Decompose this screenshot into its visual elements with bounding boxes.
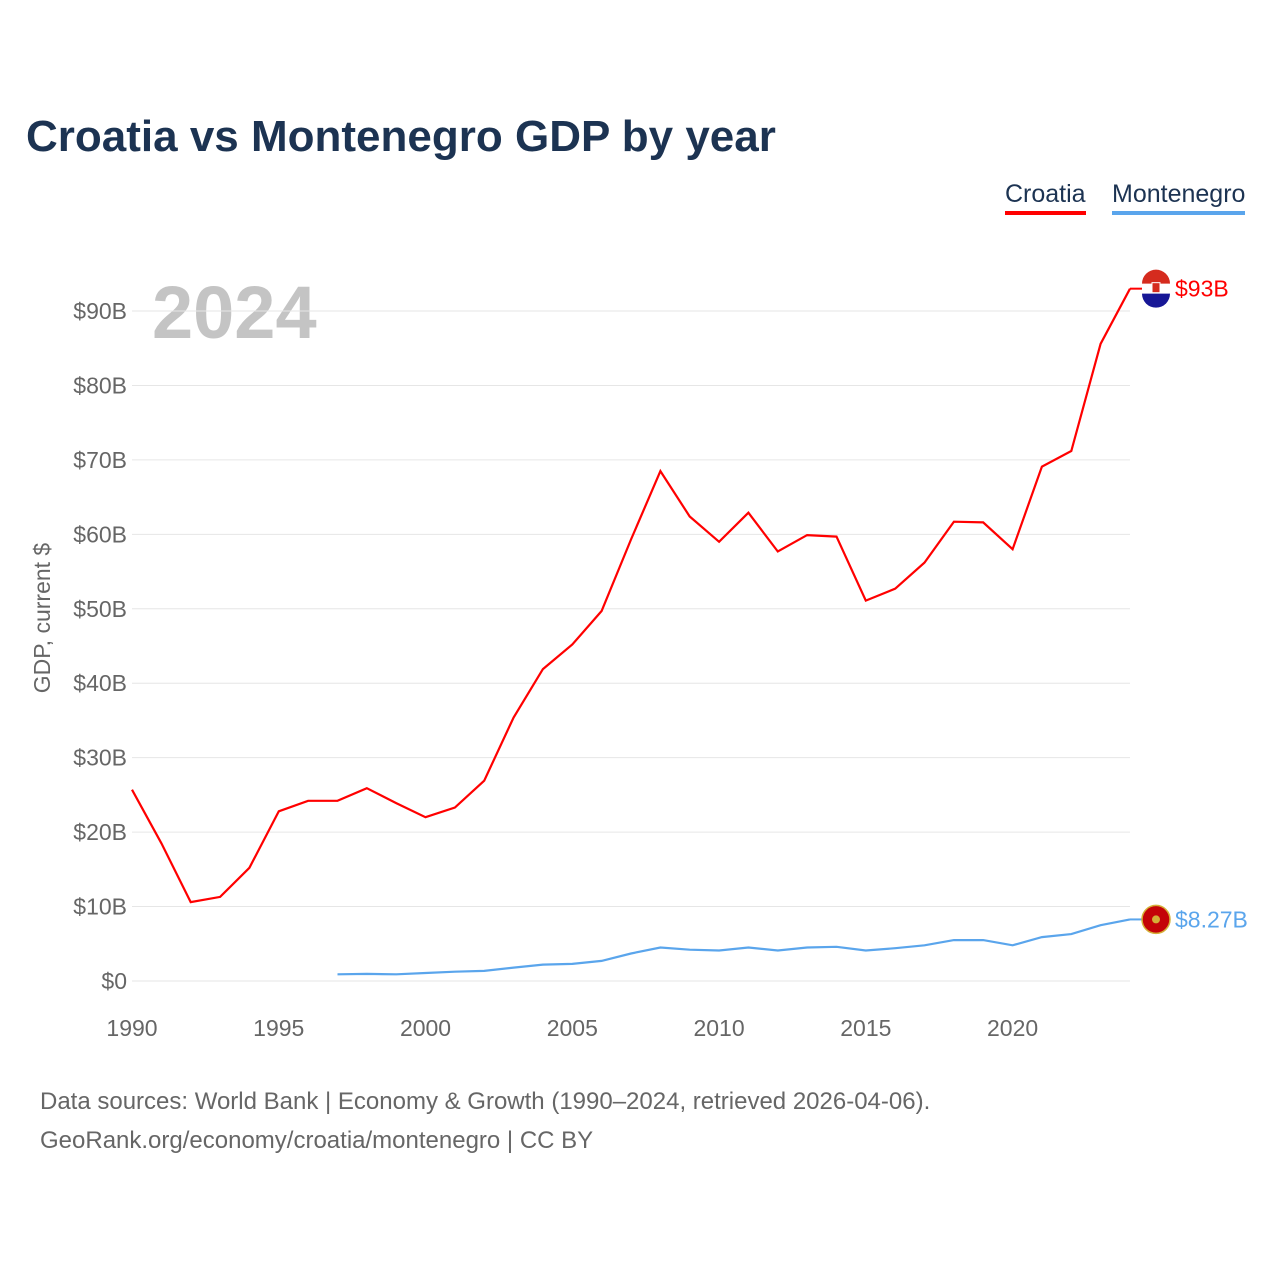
- series-line-montenegro: [337, 918, 1131, 976]
- x-tick-label: 2015: [840, 1015, 891, 1041]
- x-tick-label: 2020: [987, 1015, 1038, 1041]
- flag-emblem: [1152, 915, 1160, 924]
- series-line-croatia: [131, 288, 1131, 904]
- end-value-label: $93B: [1175, 276, 1229, 302]
- legend-montenegro[interactable]: Montenegro: [1112, 180, 1246, 215]
- y-tick-label: $30B: [73, 745, 127, 771]
- y-tick-label: $90B: [73, 298, 127, 324]
- x-tick-label: 2005: [547, 1015, 598, 1041]
- year-watermark: 2024: [152, 271, 317, 354]
- x-tick-label: 1995: [253, 1015, 304, 1041]
- y-axis-label: GDP, current $: [29, 543, 55, 694]
- y-tick-label: $60B: [73, 521, 127, 547]
- x-tick-label: 2000: [400, 1015, 451, 1041]
- chart-title: Croatia vs Montenegro GDP by year: [26, 112, 776, 161]
- y-tick-label: $10B: [73, 894, 127, 920]
- flag-stripe: [1142, 293, 1170, 308]
- y-tick-label: $20B: [73, 819, 127, 845]
- y-tick-label: $40B: [73, 670, 127, 696]
- y-tick-label: $50B: [73, 596, 127, 622]
- flag-shield: [1151, 282, 1161, 294]
- y-tick-label: $70B: [73, 447, 127, 473]
- y-tick-label: $80B: [73, 372, 127, 398]
- legend-croatia[interactable]: Croatia: [1005, 180, 1086, 215]
- flag-stripe: [1142, 269, 1170, 284]
- end-value-label: $8.27B: [1175, 906, 1248, 932]
- source-link[interactable]: GeoRank.org/economy/croatia/montenegro |…: [40, 1127, 594, 1154]
- source-note: Data sources: World Bank | Economy & Gro…: [40, 1088, 931, 1115]
- x-tick-label: 1990: [106, 1015, 157, 1041]
- y-tick-label: $0: [101, 968, 127, 994]
- footer: Data sources: World Bank | Economy & Gro…: [40, 1082, 930, 1160]
- x-tick-label: 2010: [693, 1015, 744, 1041]
